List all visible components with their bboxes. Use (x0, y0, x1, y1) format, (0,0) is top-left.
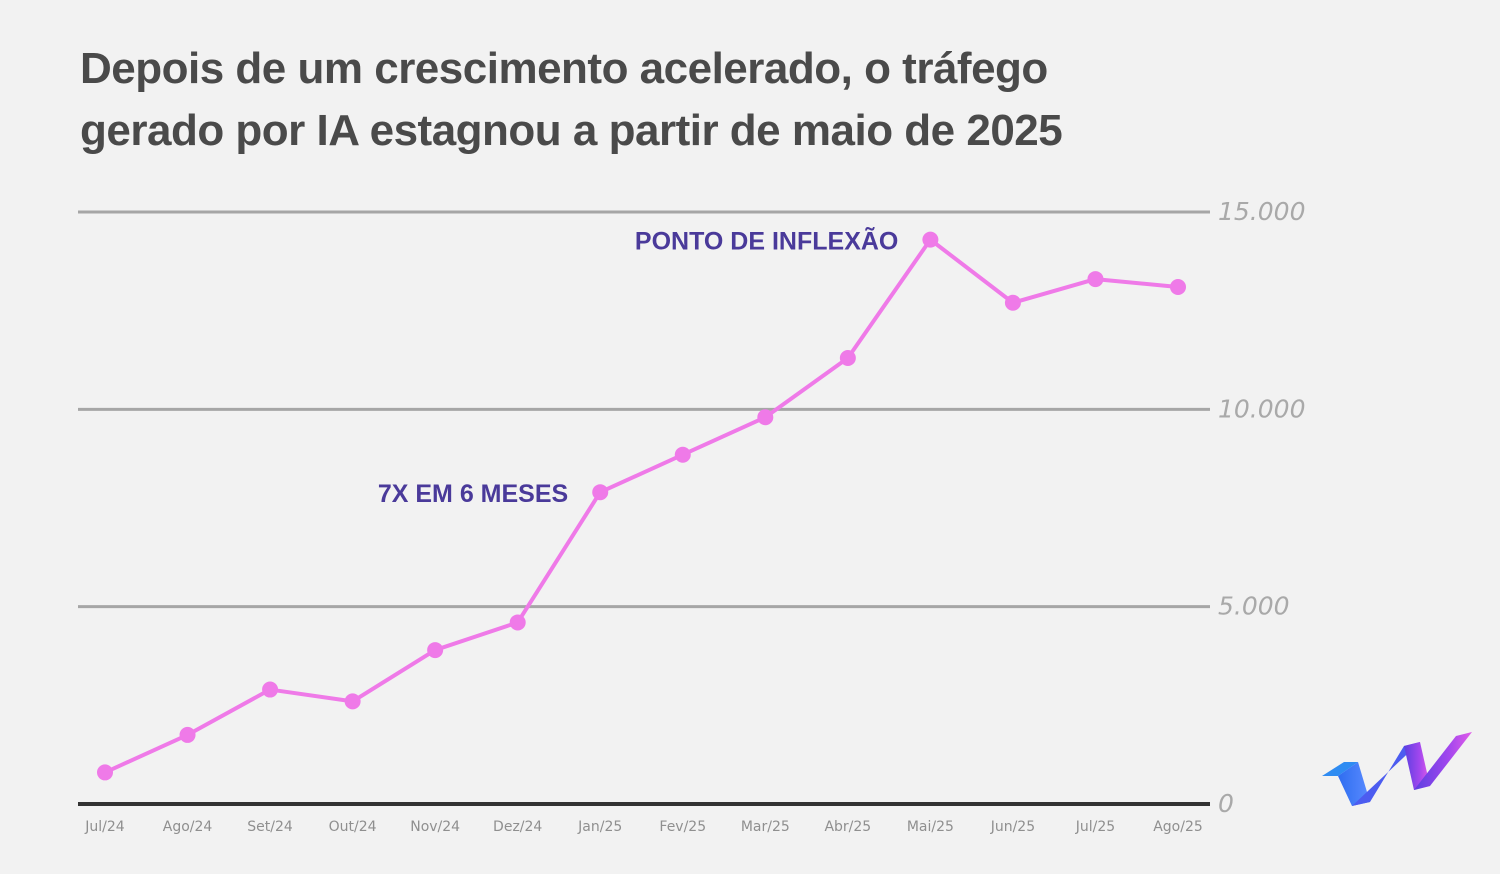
data-point-jul-24 (97, 764, 113, 781)
annotations: 7X EM 6 MESES PONTO DE INFLEXÃO (378, 226, 899, 509)
y-tick-labels: 0 5.000 10.000 15.000 (1218, 197, 1305, 818)
chart-title-line-2: gerado por IA estagnou a partir de maio … (80, 106, 1063, 155)
y-tick-label-0: 0 (1218, 789, 1234, 818)
x-tick-label-1: Ago/24 (163, 819, 213, 835)
data-point-set-24 (262, 681, 279, 698)
data-point-jan-25 (592, 484, 609, 501)
chart-title-line-1: Depois de um crescimento acelerado, o tr… (80, 44, 1048, 93)
data-point-ago-25 (1170, 278, 1186, 295)
x-tick-label-2: Set/24 (247, 819, 293, 835)
data-point-ago-24 (179, 726, 196, 743)
data-point-jun-25 (1004, 294, 1021, 311)
y-tick-label-2: 10.000 (1218, 394, 1305, 423)
data-point-dez-24 (509, 614, 526, 631)
data-points (97, 231, 1186, 781)
data-point-fev-25 (674, 446, 691, 463)
x-tick-label-6: Jan/25 (577, 819, 622, 835)
x-tick-label-3: Out/24 (329, 819, 377, 835)
x-tick-label-11: Jun/25 (990, 819, 1035, 835)
brand-logo-icon (1322, 732, 1472, 806)
grid-layer (78, 210, 1210, 806)
x-tick-label-12: Jul/25 (1075, 819, 1115, 835)
y-tick-label-3: 15.000 (1218, 197, 1305, 226)
x-tick-label-0: Jul/24 (84, 819, 125, 835)
x-tick-label-8: Mar/25 (741, 819, 790, 835)
x-tick-label-10: Mai/25 (907, 819, 954, 835)
x-tick-label-9: Abr/25 (824, 819, 871, 835)
x-tick-label-4: Nov/24 (410, 819, 460, 835)
series-line (103, 237, 1180, 775)
data-point-nov-24 (427, 642, 444, 659)
data-point-jul-25 (1087, 271, 1104, 288)
data-point-out-24 (344, 693, 361, 710)
annotation-0: 7X EM 6 MESES (378, 480, 568, 508)
x-tick-label-5: Dez/24 (493, 819, 542, 835)
data-point-mai-25 (922, 231, 939, 248)
series-line-layer (103, 237, 1180, 775)
x-tick-label-7: Fev/25 (659, 819, 706, 835)
data-point-abr-25 (839, 350, 856, 367)
x-tick-labels: Jul/24 Ago/24 Set/24 Out/24 Nov/24 Dez/24 Jan/… (84, 819, 1203, 835)
chart-title: Depois de um crescimento acelerado, o tr… (80, 38, 1230, 162)
y-tick-label-1: 5.000 (1218, 592, 1290, 621)
data-point-mar-25 (757, 409, 774, 426)
x-tick-label-13: Ago/25 (1153, 819, 1203, 835)
annotation-1: PONTO DE INFLEXÃO (635, 226, 898, 256)
